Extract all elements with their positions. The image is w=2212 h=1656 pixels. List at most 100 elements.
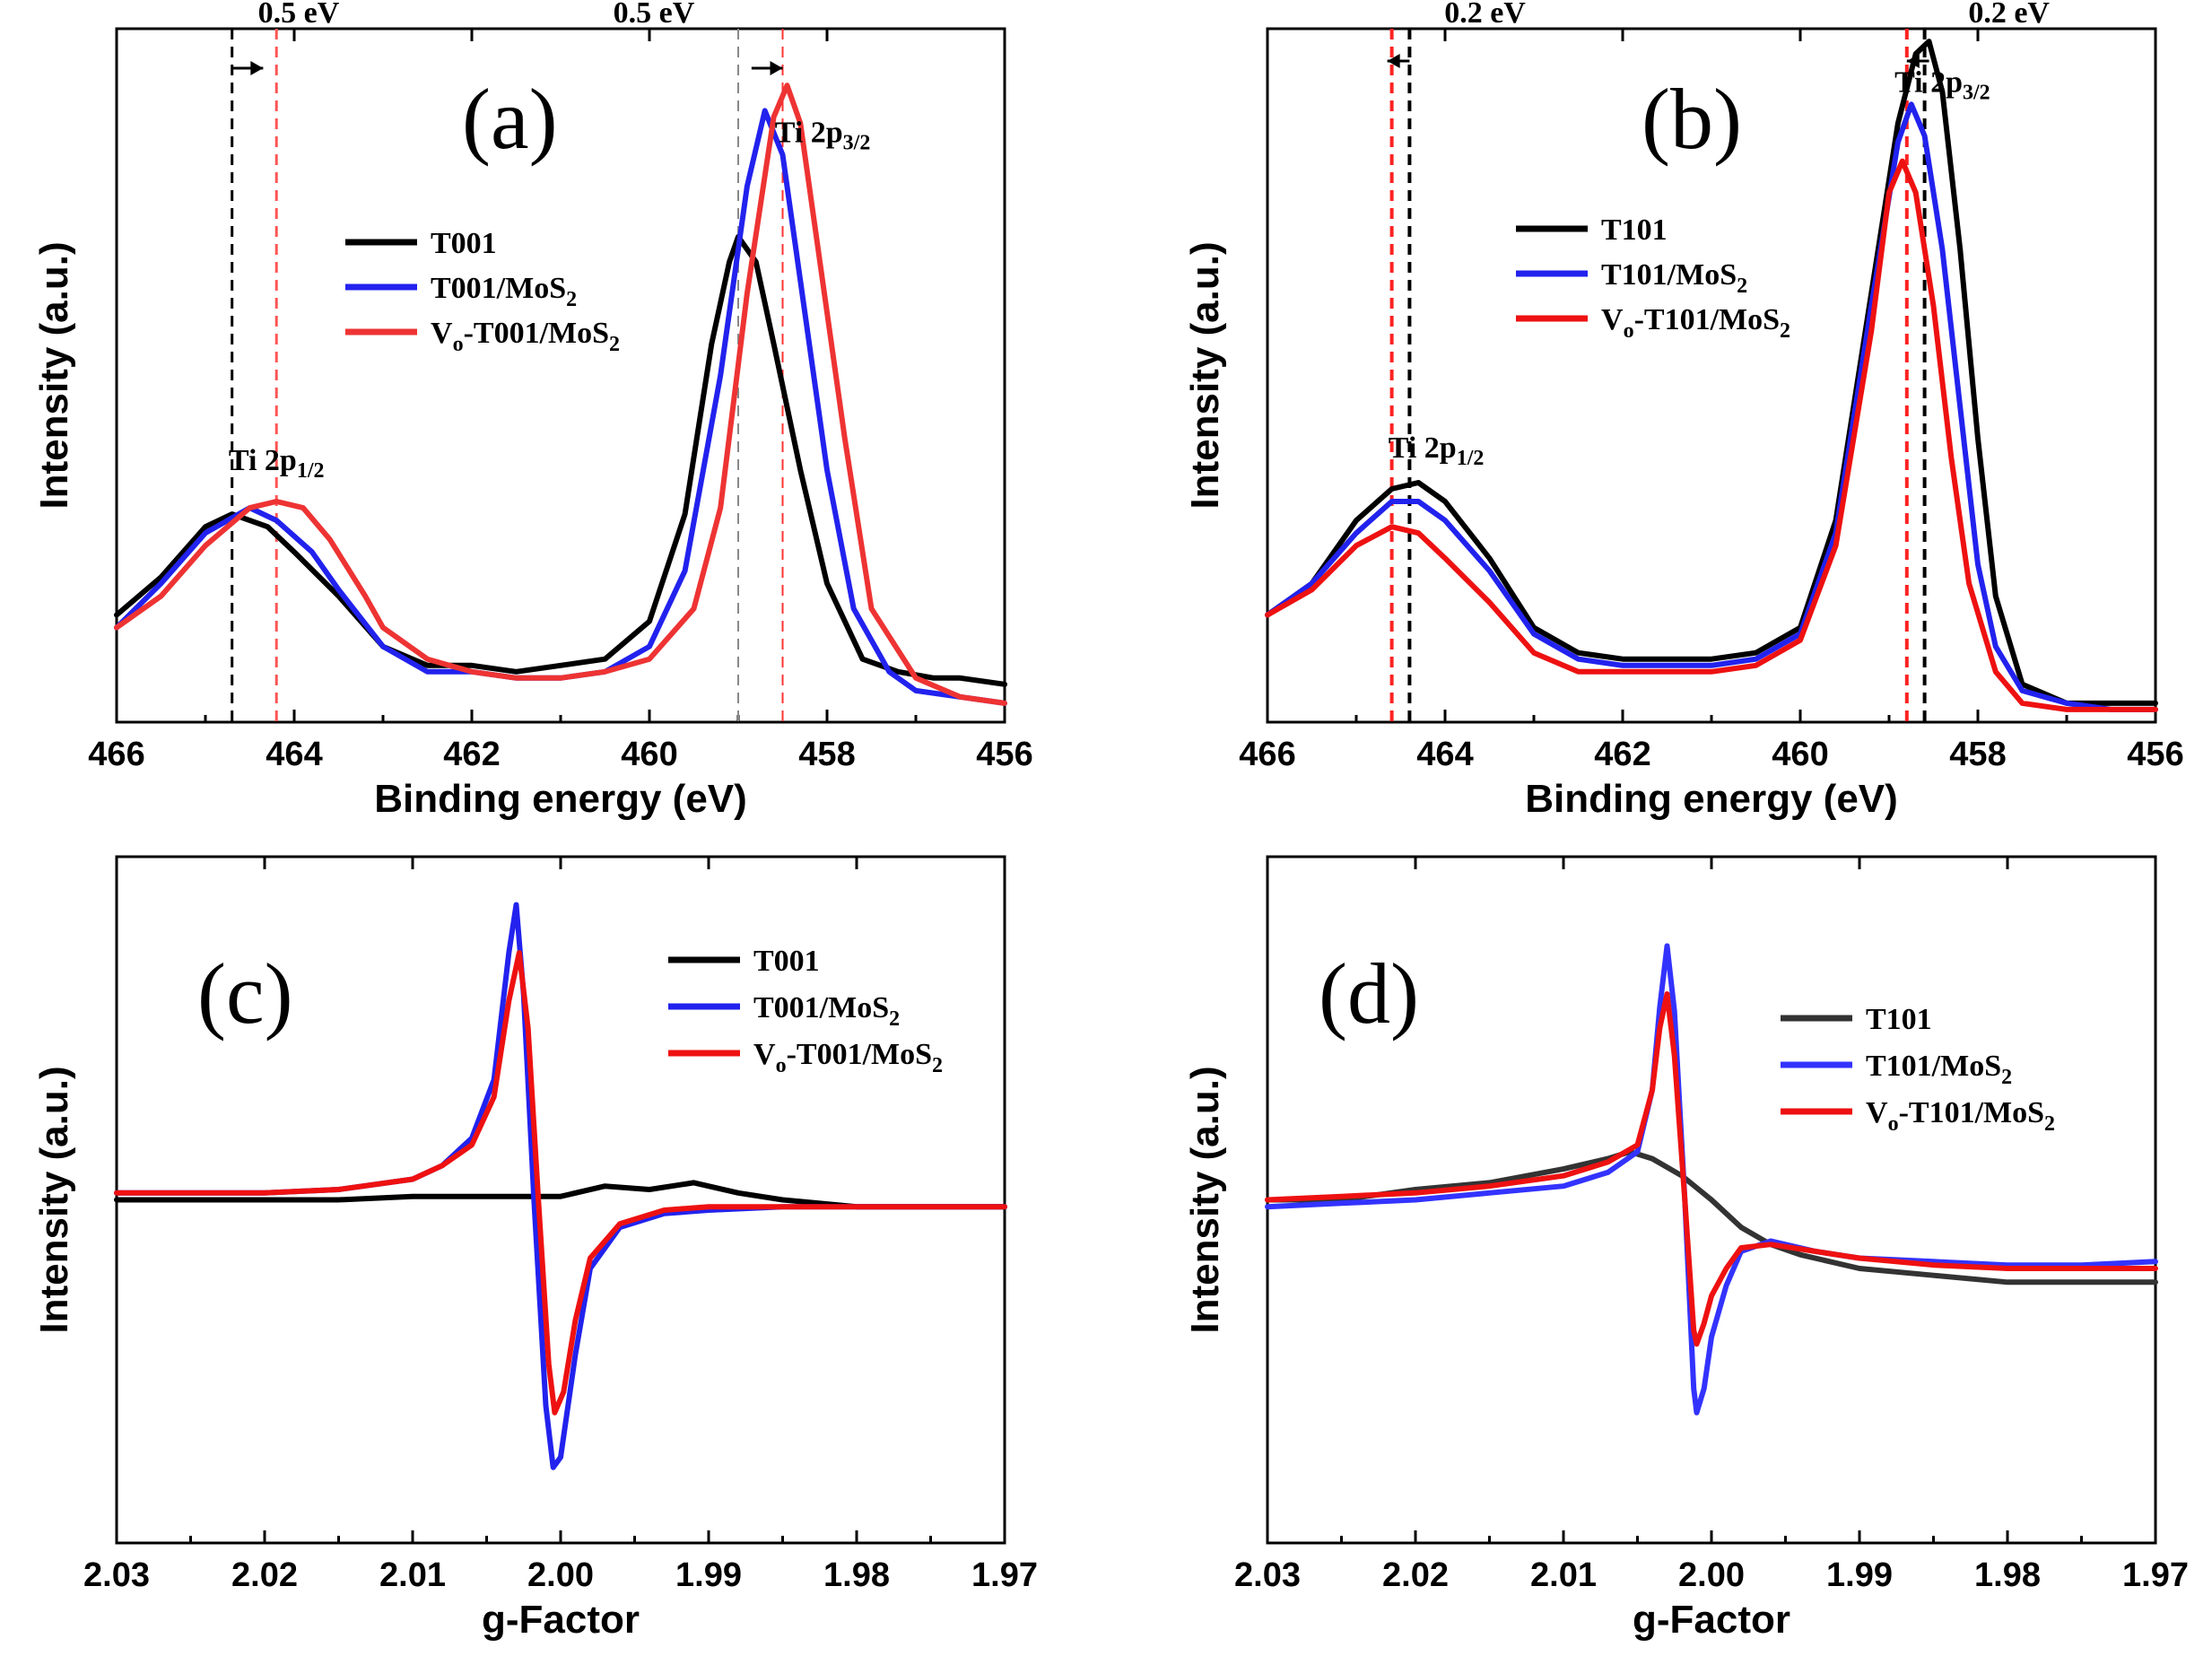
x-tick-label: 2.02 — [1382, 1556, 1449, 1594]
x-tick-label: 466 — [88, 736, 144, 773]
legend-subscript: 2 — [932, 1054, 943, 1077]
annotation-subscript: 3/2 — [843, 131, 871, 154]
x-tick-label: 464 — [266, 736, 322, 773]
legend-text: -T001/MoS — [787, 1038, 932, 1071]
series-line-vo-t101-mos2 — [1265, 991, 2158, 1347]
x-axis-label: g-Factor — [1633, 1598, 1790, 1642]
x-tick-label: 466 — [1239, 736, 1295, 773]
annotation-text: 0.2 eV — [1444, 0, 1526, 30]
x-tick-label: 462 — [443, 736, 500, 773]
legend-text: T001 — [753, 945, 820, 978]
legend-subscript: 2 — [1737, 275, 1747, 298]
x-tick-label: 1.98 — [1974, 1556, 2041, 1594]
series-line-t001 — [114, 233, 1007, 687]
legend-text: T101/MoS — [1601, 258, 1737, 292]
annotation-text: 0.2 eV — [1968, 0, 2050, 30]
annotation-label: 0.5 eV — [614, 0, 695, 30]
x-tick-label: 464 — [1416, 736, 1473, 773]
legend-subscript: o — [776, 1054, 787, 1077]
annotation-label: Ti 2p3/2 — [1894, 65, 1990, 104]
x-tick-label: 1.98 — [823, 1556, 890, 1594]
legend-subscript: o — [1624, 319, 1634, 343]
y-axis-label: Intensity (a.u.) — [1183, 1066, 1227, 1333]
series-line-vo-t101-mos2 — [1265, 158, 2158, 712]
legend-text: T101/MoS — [1866, 1050, 2001, 1083]
y-axis-label: Intensity (a.u.) — [32, 241, 76, 509]
legend-text: -T101/MoS — [1634, 303, 1780, 336]
shift-arrow-head — [1906, 54, 1920, 68]
panel-a: 466 464 462 460 458 456 Binding energy (eV) Int… — [32, 0, 1033, 821]
legend-subscript: 2 — [2001, 1066, 2012, 1089]
legend-subscript: 2 — [2044, 1112, 2055, 1136]
annotation-label: 0.2 eV — [1444, 0, 1526, 30]
legend-entry: T101 — [1866, 1003, 1932, 1036]
x-tick-label: 2.01 — [1530, 1556, 1597, 1594]
legend-entry: Vo-T101/MoS2 — [1601, 303, 1790, 343]
legend-text: T101 — [1601, 214, 1668, 247]
legend-entry: T101/MoS2 — [1866, 1050, 2012, 1089]
panel-label: (b) — [1642, 71, 1742, 167]
legend-text: -T001/MoS — [464, 317, 609, 350]
legend-text: -T101/MoS — [1899, 1096, 2044, 1129]
legend-text: V — [1866, 1096, 1888, 1129]
legend-entry: Vo-T101/MoS2 — [1866, 1096, 2055, 1136]
panel-c: 2.03 2.02 2.01 2.00 1.99 1.98 1.97 g-Factor Inte… — [32, 855, 1038, 1642]
x-tick-label: 456 — [2127, 736, 2183, 773]
annotation-label: Ti 2p1/2 — [229, 444, 325, 483]
legend-entry: T001 — [753, 945, 820, 978]
annotation-label: 0.5 eV — [258, 0, 340, 30]
y-axis-label: Intensity (a.u.) — [32, 1066, 76, 1333]
annotation-label: Ti 2p3/2 — [775, 116, 871, 154]
panel-label: (a) — [462, 71, 558, 167]
legend-subscript: o — [1888, 1112, 1899, 1136]
shift-arrow-head — [1387, 54, 1400, 68]
annotation-subscript: 3/2 — [1963, 81, 1990, 104]
panel-label: (c) — [197, 946, 293, 1042]
legend-subscript: 2 — [889, 1007, 900, 1031]
annotation-label: Ti 2p1/2 — [1389, 431, 1485, 470]
x-tick-label: 2.00 — [1678, 1556, 1745, 1594]
x-axis-label: g-Factor — [482, 1598, 640, 1642]
x-tick-label: 1.99 — [675, 1556, 742, 1594]
x-axis-label: Binding energy (eV) — [374, 777, 747, 821]
x-tick-label: 2.02 — [231, 1556, 298, 1594]
annotation-text: 0.5 eV — [614, 0, 695, 30]
legend-subscript: 2 — [609, 333, 620, 356]
x-tick-label: 456 — [976, 736, 1032, 773]
legend-entry: T001 — [431, 227, 497, 260]
series-line-t101-mos2 — [1265, 101, 2158, 712]
x-tick-label: 460 — [1772, 736, 1828, 773]
legend-subscript: 2 — [1780, 319, 1790, 343]
annotation-text: 0.5 eV — [258, 0, 340, 30]
panel-label: (d) — [1319, 946, 1419, 1042]
shift-arrow-head — [770, 61, 783, 75]
x-tick-label: 458 — [1949, 736, 2006, 773]
annotation-subscript: 1/2 — [297, 459, 325, 483]
x-tick-label: 458 — [798, 736, 855, 773]
y-axis-label: Intensity (a.u.) — [1183, 241, 1227, 509]
x-tick-label: 2.00 — [527, 1556, 594, 1594]
series-line-vo-t001-mos2 — [114, 83, 1007, 706]
legend-entry: T001/MoS2 — [431, 272, 577, 311]
shift-arrow-head — [250, 61, 264, 75]
annotation-label: 0.2 eV — [1968, 0, 2050, 30]
x-tick-label: 1.97 — [971, 1556, 1038, 1594]
legend-text: T101 — [1866, 1003, 1932, 1036]
legend-text: V — [1601, 303, 1624, 336]
x-tick-label: 1.97 — [2122, 1556, 2189, 1594]
x-tick-label: 462 — [1594, 736, 1650, 773]
plot-frame — [115, 27, 1006, 724]
panel-b: 466 464 462 460 458 456 Binding energy (eV) Int… — [1183, 0, 2184, 821]
legend-entry: T101 — [1601, 214, 1668, 247]
x-tick-label: 2.03 — [83, 1556, 150, 1594]
annotation-text: Ti 2p — [229, 444, 297, 477]
x-tick-label: 2.01 — [379, 1556, 446, 1594]
x-axis-label: Binding energy (eV) — [1525, 777, 1898, 821]
series-line-t001-mos2 — [114, 108, 1007, 706]
legend-text: T001/MoS — [753, 991, 889, 1024]
